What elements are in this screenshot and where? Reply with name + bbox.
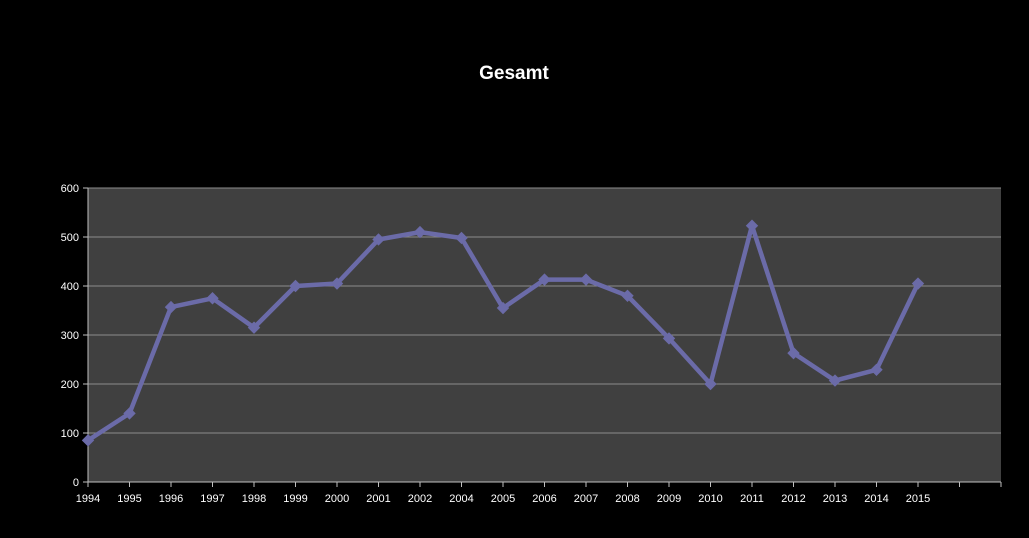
chart-title: Gesamt [479, 63, 549, 84]
x-tick-label: 2004 [449, 493, 473, 505]
data-point-marker [123, 407, 136, 420]
y-tick-label: 300 [61, 330, 79, 342]
data-point-marker [372, 233, 385, 246]
y-tick-label: 100 [61, 428, 79, 440]
data-point-marker [538, 273, 551, 286]
y-tick-label: 400 [61, 281, 79, 293]
data-point-marker [579, 273, 593, 286]
x-tick-label: 2012 [781, 493, 805, 505]
x-tick-label: 1994 [76, 493, 100, 505]
data-point-marker [81, 434, 95, 447]
gridlines [88, 187, 1001, 434]
x-tick-label: 2010 [698, 493, 722, 505]
x-tick-label: 1998 [242, 493, 266, 505]
x-tick-label: 2011 [740, 493, 764, 505]
x-tick-label: 2005 [491, 493, 515, 505]
x-axis-tick-labels: 1994 1995 1996 1997 1998 1999 2000 2001 2002 2004… [76, 482, 1002, 505]
data-point-marker [413, 225, 427, 239]
data-point-marker [247, 321, 261, 334]
x-tick-label: 2002 [408, 493, 432, 505]
x-tick-label: 1997 [200, 493, 224, 505]
series-line-group [81, 219, 925, 447]
x-tick-label: 2001 [366, 493, 390, 505]
data-point-marker [870, 363, 883, 376]
x-tick-label: 1995 [117, 493, 141, 505]
y-tick-label: 500 [61, 232, 79, 244]
data-point-marker [455, 231, 468, 245]
data-point-marker [496, 301, 510, 315]
data-point-marker [206, 292, 219, 305]
x-tick-label: 2015 [906, 493, 930, 505]
x-tick-label: 2007 [574, 493, 598, 505]
data-point-marker [662, 332, 676, 345]
x-tick-label: 2009 [657, 493, 681, 505]
y-tick-label: 600 [61, 183, 79, 195]
data-point-marker [828, 374, 842, 387]
x-tick-label: 2013 [823, 493, 847, 505]
x-tick-label: 1996 [159, 493, 183, 505]
data-point-marker [704, 377, 717, 391]
data-point-marker [330, 277, 344, 290]
data-point-marker [911, 277, 925, 290]
data-point-marker [745, 219, 759, 232]
y-tick-label: 0 [73, 477, 79, 489]
data-point-marker [289, 279, 302, 293]
y-tick-label: 200 [61, 379, 79, 391]
y-axis-tick-labels: 0 100 200 300 400 500 600 [61, 183, 88, 489]
x-tick-label: 2006 [532, 493, 556, 505]
x-tick-label: 2000 [325, 493, 349, 505]
x-tick-label: 2014 [864, 493, 888, 505]
data-point-marker [621, 289, 634, 303]
x-tick-label: 1999 [283, 493, 307, 505]
x-tick-label: 2008 [615, 493, 639, 505]
data-point-marker [164, 300, 178, 314]
data-point-marker [787, 346, 800, 360]
series [81, 219, 925, 447]
